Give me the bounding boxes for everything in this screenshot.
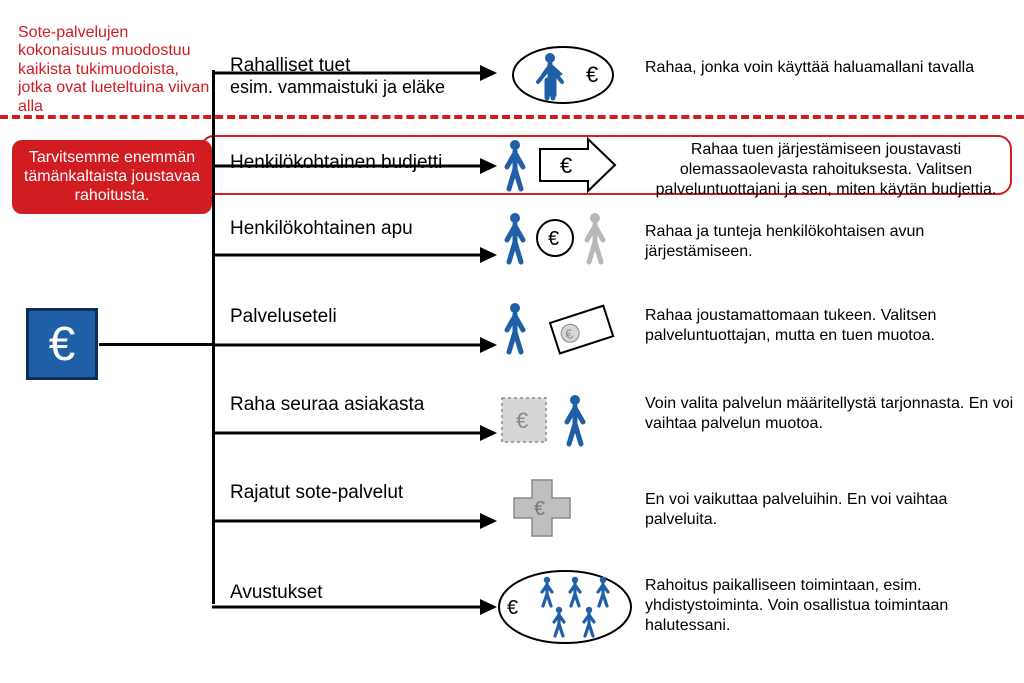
stem-horizontal	[99, 343, 213, 346]
callout-box: Tarvitsemme enemmän tämänkaltaista joust…	[12, 140, 212, 214]
row-label-4: Palveluseteli	[230, 306, 490, 328]
arrow-3	[212, 245, 497, 265]
row-label-3: Henkilökohtainen apu	[230, 218, 490, 240]
svg-text:€: €	[534, 498, 545, 520]
arrow-4	[212, 335, 497, 355]
icon-cross-euro: €	[510, 478, 580, 540]
euro-source-box: €	[26, 308, 98, 380]
icon-box-euro-person: €	[500, 390, 620, 452]
row-label-6: Rajatut sote-palvelut	[230, 482, 490, 504]
svg-text:€: €	[507, 597, 518, 619]
svg-text:€: €	[548, 228, 559, 250]
icon-person-euro-ghost: €	[500, 208, 630, 270]
icon-ellipse-person-euro: €	[508, 44, 618, 106]
divider-dashed	[0, 115, 1024, 119]
row-label-5: Raha seuraa asiakasta	[230, 394, 490, 416]
row-desc-3: Rahaa ja tunteja henkilökohtaisen avun j…	[645, 222, 1005, 262]
row-desc-4: Rahaa joustamattomaan tukeen. Valitsen p…	[645, 306, 1005, 346]
arrow-6	[212, 511, 497, 531]
euro-icon: €	[49, 317, 76, 372]
icon-person-arrow-euro: €	[500, 135, 620, 197]
row-desc-6: En voi vaikuttaa palveluihin. En voi vai…	[645, 490, 1005, 530]
row-desc-7: Rahoitus paikalliseen toimintaan, esim. …	[645, 576, 1015, 636]
arrow-5	[212, 423, 497, 443]
svg-text:€: €	[560, 153, 572, 178]
icon-person-voucher: €	[500, 298, 620, 360]
icon-ellipse-group: €	[495, 568, 635, 646]
row-desc-5: Voin valita palvelun määritellystä tarjo…	[645, 394, 1015, 434]
arrow-1	[212, 63, 497, 83]
arrow-2	[212, 156, 497, 176]
title-text: Sote-palvelujen kokonaisuus muodostuu ka…	[18, 24, 213, 116]
svg-text:€: €	[586, 62, 598, 87]
row-desc-1: Rahaa, jonka voin käyttää haluamallani t…	[645, 58, 1005, 78]
row-desc-2: Rahaa tuen järjestämiseen joustavasti ol…	[640, 140, 1012, 200]
arrow-7	[212, 597, 497, 617]
svg-text:€: €	[516, 408, 528, 433]
